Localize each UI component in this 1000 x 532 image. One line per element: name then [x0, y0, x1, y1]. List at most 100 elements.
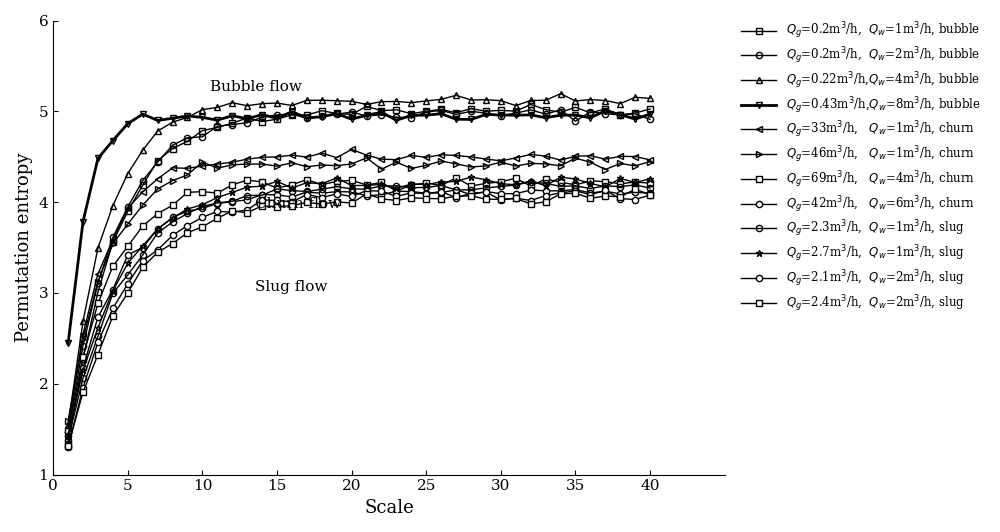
- $Q_g$=42m$^3$/h,   $Q_w$=6m$^3$/h, churn: [316, 190, 328, 196]
- $Q_g$=46m$^3$/h,   $Q_w$=1m$^3$/h, churn: [181, 172, 193, 178]
- $Q_g$=0.43m$^3$/h,$Q_w$=8m$^3$/h, bubble: [226, 112, 238, 119]
- $Q_g$=2.1m$^3$/h,  $Q_w$=2m$^3$/h, slug: [256, 197, 268, 203]
- $Q_g$=2.3m$^3$/h,  $Q_w$=1m$^3$/h, slug: [286, 187, 298, 194]
- $Q_g$=0.22m$^3$/h,$Q_w$=4m$^3$/h, bubble: [390, 98, 402, 105]
- $Q_g$=0.2m$^3$/h,  $Q_w$=2m$^3$/h, bubble: [346, 109, 358, 115]
- $Q_g$=33m$^3$/h,   $Q_w$=1m$^3$/h, churn: [614, 153, 626, 160]
- $Q_g$=0.43m$^3$/h,$Q_w$=8m$^3$/h, bubble: [555, 112, 567, 119]
- $Q_g$=2.3m$^3$/h,  $Q_w$=1m$^3$/h, slug: [181, 210, 193, 217]
- $Q_g$=42m$^3$/h,   $Q_w$=6m$^3$/h, churn: [346, 189, 358, 195]
- $Q_g$=2.3m$^3$/h,  $Q_w$=1m$^3$/h, slug: [137, 252, 149, 258]
- $Q_g$=2.4m$^3$/h,  $Q_w$=2m$^3$/h, slug: [584, 195, 596, 202]
- $Q_g$=2.4m$^3$/h,  $Q_w$=2m$^3$/h, slug: [256, 203, 268, 209]
- $Q_g$=33m$^3$/h,   $Q_w$=1m$^3$/h, churn: [137, 189, 149, 195]
- $Q_g$=0.2m$^3$/h,  $Q_w$=1m$^3$/h, bubble: [435, 106, 447, 113]
- $Q_g$=69m$^3$/h,   $Q_w$=4m$^3$/h, churn: [540, 176, 552, 182]
- Line: $Q_g$=46m$^3$/h,   $Q_w$=1m$^3$/h, churn: $Q_g$=46m$^3$/h, $Q_w$=1m$^3$/h, churn: [65, 155, 653, 424]
- $Q_g$=0.43m$^3$/h,$Q_w$=8m$^3$/h, bubble: [137, 111, 149, 117]
- $Q_g$=2.4m$^3$/h,  $Q_w$=2m$^3$/h, slug: [301, 200, 313, 206]
- X-axis label: Scale: Scale: [364, 499, 414, 517]
- $Q_g$=42m$^3$/h,   $Q_w$=6m$^3$/h, churn: [137, 244, 149, 251]
- $Q_g$=33m$^3$/h,   $Q_w$=1m$^3$/h, churn: [555, 157, 567, 163]
- $Q_g$=0.2m$^3$/h,  $Q_w$=2m$^3$/h, bubble: [211, 123, 223, 129]
- $Q_g$=0.2m$^3$/h,  $Q_w$=2m$^3$/h, bubble: [271, 112, 283, 118]
- $Q_g$=0.2m$^3$/h,  $Q_w$=2m$^3$/h, bubble: [77, 343, 89, 349]
- $Q_g$=2.4m$^3$/h,  $Q_w$=2m$^3$/h, slug: [644, 192, 656, 198]
- $Q_g$=69m$^3$/h,   $Q_w$=4m$^3$/h, churn: [346, 177, 358, 184]
- $Q_g$=2.7m$^3$/h,  $Q_w$=1m$^3$/h, slug: [271, 178, 283, 185]
- $Q_g$=2.7m$^3$/h,  $Q_w$=1m$^3$/h, slug: [62, 432, 74, 438]
- Line: $Q_g$=0.43m$^3$/h,$Q_w$=8m$^3$/h, bubble: $Q_g$=0.43m$^3$/h,$Q_w$=8m$^3$/h, bubble: [65, 107, 653, 346]
- $Q_g$=0.2m$^3$/h,  $Q_w$=1m$^3$/h, bubble: [346, 111, 358, 118]
- $Q_g$=0.2m$^3$/h,  $Q_w$=1m$^3$/h, bubble: [256, 118, 268, 124]
- $Q_g$=33m$^3$/h,   $Q_w$=1m$^3$/h, churn: [569, 153, 581, 160]
- $Q_g$=2.1m$^3$/h,  $Q_w$=2m$^3$/h, slug: [137, 257, 149, 264]
- $Q_g$=42m$^3$/h,   $Q_w$=6m$^3$/h, churn: [420, 190, 432, 196]
- $Q_g$=0.2m$^3$/h,  $Q_w$=1m$^3$/h, bubble: [196, 127, 208, 134]
- $Q_g$=2.7m$^3$/h,  $Q_w$=1m$^3$/h, slug: [420, 181, 432, 188]
- $Q_g$=2.4m$^3$/h,  $Q_w$=2m$^3$/h, slug: [226, 208, 238, 214]
- $Q_g$=2.1m$^3$/h,  $Q_w$=2m$^3$/h, slug: [241, 207, 253, 213]
- $Q_g$=0.43m$^3$/h,$Q_w$=8m$^3$/h, bubble: [62, 340, 74, 347]
- $Q_g$=2.4m$^3$/h,  $Q_w$=2m$^3$/h, slug: [450, 193, 462, 200]
- $Q_g$=2.4m$^3$/h,  $Q_w$=2m$^3$/h, slug: [405, 195, 417, 201]
- $Q_g$=2.1m$^3$/h,  $Q_w$=2m$^3$/h, slug: [346, 193, 358, 200]
- $Q_g$=42m$^3$/h,   $Q_w$=6m$^3$/h, churn: [331, 188, 343, 195]
- $Q_g$=42m$^3$/h,   $Q_w$=6m$^3$/h, churn: [196, 205, 208, 212]
- $Q_g$=42m$^3$/h,   $Q_w$=6m$^3$/h, churn: [167, 214, 179, 221]
- $Q_g$=0.22m$^3$/h,$Q_w$=4m$^3$/h, bubble: [435, 96, 447, 103]
- $Q_g$=2.3m$^3$/h,  $Q_w$=1m$^3$/h, slug: [256, 192, 268, 198]
- $Q_g$=42m$^3$/h,   $Q_w$=6m$^3$/h, churn: [375, 192, 387, 198]
- $Q_g$=46m$^3$/h,   $Q_w$=1m$^3$/h, churn: [614, 160, 626, 167]
- $Q_g$=0.2m$^3$/h,  $Q_w$=1m$^3$/h, bubble: [92, 289, 104, 295]
- $Q_g$=69m$^3$/h,   $Q_w$=4m$^3$/h, churn: [62, 428, 74, 435]
- $Q_g$=0.43m$^3$/h,$Q_w$=8m$^3$/h, bubble: [599, 107, 611, 114]
- $Q_g$=0.2m$^3$/h,  $Q_w$=2m$^3$/h, bubble: [137, 177, 149, 184]
- $Q_g$=69m$^3$/h,   $Q_w$=4m$^3$/h, churn: [211, 190, 223, 196]
- $Q_g$=42m$^3$/h,   $Q_w$=6m$^3$/h, churn: [555, 188, 567, 194]
- $Q_g$=42m$^3$/h,   $Q_w$=6m$^3$/h, churn: [301, 189, 313, 195]
- $Q_g$=2.7m$^3$/h,  $Q_w$=1m$^3$/h, slug: [77, 367, 89, 373]
- $Q_g$=2.7m$^3$/h,  $Q_w$=1m$^3$/h, slug: [241, 184, 253, 190]
- $Q_g$=2.3m$^3$/h,  $Q_w$=1m$^3$/h, slug: [629, 182, 641, 188]
- $Q_g$=0.2m$^3$/h,  $Q_w$=2m$^3$/h, bubble: [525, 107, 537, 113]
- $Q_g$=33m$^3$/h,   $Q_w$=1m$^3$/h, churn: [181, 165, 193, 171]
- $Q_g$=42m$^3$/h,   $Q_w$=6m$^3$/h, churn: [405, 188, 417, 195]
- $Q_g$=2.7m$^3$/h,  $Q_w$=1m$^3$/h, slug: [435, 179, 447, 185]
- $Q_g$=2.1m$^3$/h,  $Q_w$=2m$^3$/h, slug: [226, 209, 238, 215]
- $Q_g$=0.22m$^3$/h,$Q_w$=4m$^3$/h, bubble: [226, 99, 238, 106]
- $Q_g$=0.22m$^3$/h,$Q_w$=4m$^3$/h, bubble: [555, 90, 567, 97]
- $Q_g$=42m$^3$/h,   $Q_w$=6m$^3$/h, churn: [226, 198, 238, 205]
- $Q_g$=0.2m$^3$/h,  $Q_w$=2m$^3$/h, bubble: [301, 115, 313, 121]
- $Q_g$=0.2m$^3$/h,  $Q_w$=2m$^3$/h, bubble: [480, 110, 492, 117]
- $Q_g$=0.43m$^3$/h,$Q_w$=8m$^3$/h, bubble: [420, 112, 432, 118]
- $Q_g$=0.43m$^3$/h,$Q_w$=8m$^3$/h, bubble: [584, 114, 596, 121]
- $Q_g$=0.22m$^3$/h,$Q_w$=4m$^3$/h, bubble: [510, 103, 522, 109]
- $Q_g$=0.22m$^3$/h,$Q_w$=4m$^3$/h, bubble: [137, 147, 149, 153]
- $Q_g$=2.4m$^3$/h,  $Q_w$=2m$^3$/h, slug: [77, 389, 89, 395]
- $Q_g$=2.3m$^3$/h,  $Q_w$=1m$^3$/h, slug: [331, 184, 343, 190]
- $Q_g$=46m$^3$/h,   $Q_w$=1m$^3$/h, churn: [286, 160, 298, 166]
- $Q_g$=0.2m$^3$/h,  $Q_w$=2m$^3$/h, bubble: [569, 118, 581, 124]
- $Q_g$=2.3m$^3$/h,  $Q_w$=1m$^3$/h, slug: [480, 185, 492, 191]
- $Q_g$=2.1m$^3$/h,  $Q_w$=2m$^3$/h, slug: [181, 222, 193, 229]
- $Q_g$=0.22m$^3$/h,$Q_w$=4m$^3$/h, bubble: [569, 98, 581, 104]
- $Q_g$=2.1m$^3$/h,  $Q_w$=2m$^3$/h, slug: [465, 190, 477, 196]
- $Q_g$=2.3m$^3$/h,  $Q_w$=1m$^3$/h, slug: [316, 186, 328, 193]
- $Q_g$=69m$^3$/h,   $Q_w$=4m$^3$/h, churn: [435, 182, 447, 189]
- $Q_g$=42m$^3$/h,   $Q_w$=6m$^3$/h, churn: [495, 190, 507, 197]
- $Q_g$=2.3m$^3$/h,  $Q_w$=1m$^3$/h, slug: [450, 187, 462, 193]
- $Q_g$=42m$^3$/h,   $Q_w$=6m$^3$/h, churn: [525, 187, 537, 193]
- $Q_g$=0.2m$^3$/h,  $Q_w$=2m$^3$/h, bubble: [584, 109, 596, 115]
- $Q_g$=2.3m$^3$/h,  $Q_w$=1m$^3$/h, slug: [540, 180, 552, 187]
- $Q_g$=33m$^3$/h,   $Q_w$=1m$^3$/h, churn: [346, 146, 358, 153]
- $Q_g$=0.22m$^3$/h,$Q_w$=4m$^3$/h, bubble: [241, 103, 253, 109]
- $Q_g$=2.1m$^3$/h,  $Q_w$=2m$^3$/h, slug: [420, 190, 432, 197]
- $Q_g$=0.22m$^3$/h,$Q_w$=4m$^3$/h, bubble: [346, 98, 358, 104]
- $Q_g$=2.1m$^3$/h,  $Q_w$=2m$^3$/h, slug: [405, 189, 417, 196]
- $Q_g$=2.4m$^3$/h,  $Q_w$=2m$^3$/h, slug: [375, 196, 387, 202]
- $Q_g$=0.2m$^3$/h,  $Q_w$=2m$^3$/h, bubble: [465, 108, 477, 114]
- $Q_g$=0.22m$^3$/h,$Q_w$=4m$^3$/h, bubble: [525, 97, 537, 104]
- $Q_g$=46m$^3$/h,   $Q_w$=1m$^3$/h, churn: [510, 163, 522, 169]
- $Q_g$=0.2m$^3$/h,  $Q_w$=2m$^3$/h, bubble: [196, 134, 208, 140]
